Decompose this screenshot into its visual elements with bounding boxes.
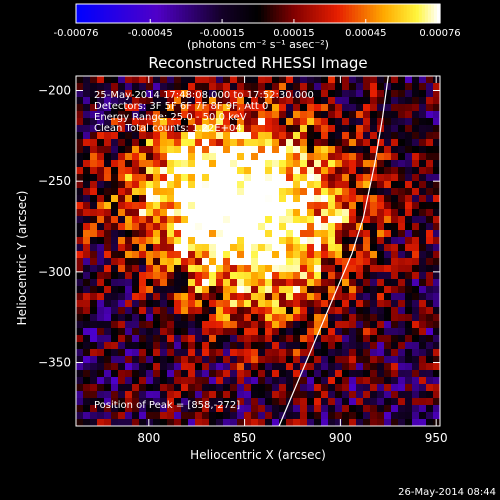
colorbar-tick-label: 0.00076 — [419, 28, 460, 39]
colorbar-unit-label: (photons cm⁻² s⁻¹ asec⁻²) — [187, 38, 329, 51]
y-tick-label: −300 — [38, 265, 71, 279]
y-tick-label: −200 — [38, 84, 71, 98]
annotation-energy: Energy Range: 25.0 - 50.0 keV — [94, 112, 247, 123]
footer-timestamp: 26-May-2014 08:44 — [398, 487, 496, 498]
chart-title: Reconstructed RHESSI Image — [148, 54, 367, 72]
x-axis-label: Heliocentric X (arcsec) — [190, 448, 326, 462]
annotation-time: 25-May-2014 17:48:08.000 to 17:52:30.000 — [94, 90, 314, 101]
y-tick-label: −350 — [38, 356, 71, 370]
colorbar-tick-label: -0.00045 — [128, 28, 173, 39]
colorbar: -0.00076 -0.00045 -0.00015 0.00015 0.00045 0.… — [54, 3, 461, 51]
x-tick-label: 950 — [425, 431, 448, 445]
y-axis-label: Heliocentric Y (arcsec) — [15, 191, 29, 326]
heatmap-panel: 800 850 900 950 −200 −250 −300 −350 — [38, 75, 448, 445]
x-tick-label: 850 — [233, 431, 256, 445]
annotation-clean: Clean Total counts: 1.22E+04 — [94, 123, 242, 134]
annotation-block: 25-May-2014 17:48:08.000 to 17:52:30.000… — [94, 90, 314, 411]
solar-limb-curve — [278, 76, 389, 426]
colorbar-tick-label: 0.00015 — [273, 28, 314, 39]
colorbar-tick-label: -0.00076 — [54, 28, 99, 39]
annotation-detectors: Detectors: 3F 5F 6F 7F 8F 9F, Att 0 — [94, 101, 268, 112]
y-tick-label: −250 — [38, 174, 71, 188]
x-tick-label: 900 — [329, 431, 352, 445]
annotation-peak: Position of Peak = [858,-272] — [94, 400, 240, 411]
colorbar-tick-label: -0.00015 — [200, 28, 245, 39]
x-tick-label: 800 — [137, 431, 160, 445]
colorbar-tick-label: 0.00045 — [345, 28, 386, 39]
